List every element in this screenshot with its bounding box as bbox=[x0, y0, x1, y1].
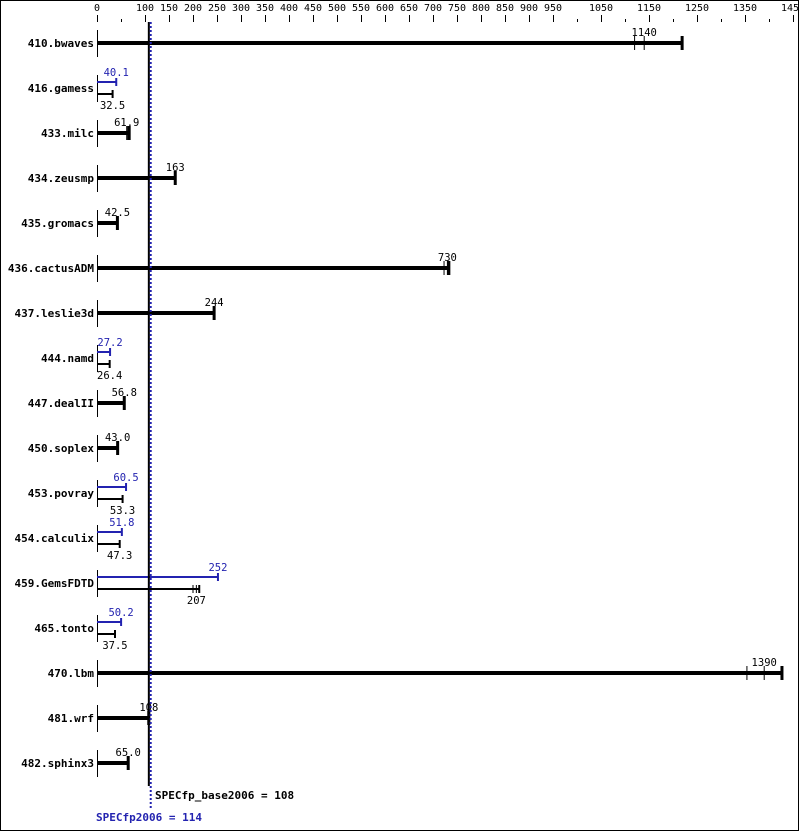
x-tick-label: 350 bbox=[256, 3, 274, 14]
base-value-label: 207 bbox=[187, 595, 206, 607]
base-value-label: 244 bbox=[205, 297, 224, 309]
base-value-label: 32.5 bbox=[100, 100, 125, 112]
peak-value-label: 27.2 bbox=[97, 337, 122, 349]
reference-lines bbox=[147, 22, 152, 810]
base-value-label: 61.9 bbox=[114, 117, 139, 129]
x-tick-label: 1050 bbox=[589, 3, 613, 14]
benchmark-row: 447.dealII 56.8 bbox=[28, 387, 137, 417]
benchmark-row: 437.leslie3d 244 bbox=[15, 297, 224, 327]
benchmark-row: 435.gromacs 42.5 bbox=[21, 207, 130, 237]
benchmark-name: 459.GemsFDTD bbox=[15, 577, 95, 590]
benchmark-row: 482.sphinx3 65.0 bbox=[21, 747, 141, 777]
x-tick-label: 0 bbox=[94, 3, 100, 14]
benchmark-name: 481.wrf bbox=[48, 712, 94, 725]
benchmark-row: 433.milc 61.9 bbox=[41, 117, 139, 147]
benchmark-name: 465.tonto bbox=[34, 622, 94, 635]
benchmark-name: 447.dealII bbox=[28, 397, 94, 410]
benchmark-row: 465.tonto 50.2 37.5 bbox=[34, 607, 133, 652]
x-tick-label: 1150 bbox=[637, 3, 661, 14]
x-tick-label: 600 bbox=[376, 3, 394, 14]
base-value-label: 56.8 bbox=[112, 387, 137, 399]
x-axis: 0 100 150 200 250 300 350 400 450 500 550 600 650 700… bbox=[94, 3, 799, 22]
x-tick-label: 450 bbox=[304, 3, 322, 14]
x-tick-label: 750 bbox=[448, 3, 466, 14]
benchmark-row: 454.calculix 51.8 47.3 bbox=[15, 517, 135, 562]
benchmark-name: 444.namd bbox=[41, 352, 94, 365]
base-value-label: 1140 bbox=[632, 27, 657, 39]
benchmark-name: 436.cactusADM bbox=[8, 262, 94, 275]
base-value-label: 53.3 bbox=[110, 505, 135, 517]
base-value-label: 1390 bbox=[752, 657, 777, 669]
benchmark-row: 434.zeusmp 163 bbox=[28, 162, 185, 192]
x-tick-label: 700 bbox=[424, 3, 442, 14]
x-tick-label: 850 bbox=[496, 3, 514, 14]
x-tick-label: 900 bbox=[520, 3, 538, 14]
benchmark-name: 437.leslie3d bbox=[15, 307, 94, 320]
x-tick-label: 1450 bbox=[781, 3, 799, 14]
benchmark-name: 454.calculix bbox=[15, 532, 95, 545]
benchmark-name: 450.soplex bbox=[28, 442, 95, 455]
benchmark-name: 453.povray bbox=[28, 487, 95, 500]
x-tick-label: 650 bbox=[400, 3, 418, 14]
base-value-label: 65.0 bbox=[116, 747, 141, 759]
benchmark-name: 433.milc bbox=[41, 127, 94, 140]
base-value-label: 43.0 bbox=[105, 432, 130, 444]
benchmark-name: 410.bwaves bbox=[28, 37, 94, 50]
x-tick-label: 1250 bbox=[685, 3, 709, 14]
peak-value-label: 51.8 bbox=[109, 517, 134, 529]
peak-summary-label: SPECfp2006 = 114 bbox=[96, 811, 202, 824]
peak-value-label: 50.2 bbox=[108, 607, 133, 619]
base-value-label: 42.5 bbox=[105, 207, 130, 219]
x-tick-label: 400 bbox=[280, 3, 298, 14]
benchmark-name: 416.gamess bbox=[28, 82, 94, 95]
base-value-label: 47.3 bbox=[107, 550, 132, 562]
benchmark-row: 450.soplex 43.0 bbox=[28, 432, 130, 462]
x-tick-label: 300 bbox=[232, 3, 250, 14]
base-value-label: 730 bbox=[438, 252, 457, 264]
base-value-label: 37.5 bbox=[102, 640, 127, 652]
benchmark-rows: 410.bwaves 1140 416.gamess 40.1 32.5 433.milc… bbox=[8, 27, 784, 777]
benchmark-row: 416.gamess 40.1 32.5 bbox=[28, 67, 129, 112]
benchmark-name: 470.lbm bbox=[48, 667, 95, 680]
x-tick-label: 150 bbox=[160, 3, 178, 14]
benchmark-row: 459.GemsFDTD 252 207 bbox=[15, 562, 228, 607]
x-tick-label: 100 bbox=[136, 3, 154, 14]
base-value-label: 163 bbox=[166, 162, 185, 174]
benchmark-name: 435.gromacs bbox=[21, 217, 94, 230]
x-tick-label: 500 bbox=[328, 3, 346, 14]
base-value-label: 26.4 bbox=[97, 370, 122, 382]
benchmark-row: 436.cactusADM 730 bbox=[8, 252, 457, 282]
benchmark-row: 470.lbm 1390 bbox=[48, 657, 784, 687]
peak-value-label: 252 bbox=[208, 562, 227, 574]
x-tick-label: 800 bbox=[472, 3, 490, 14]
benchmark-name: 482.sphinx3 bbox=[21, 757, 94, 770]
peak-value-label: 40.1 bbox=[104, 67, 129, 79]
x-tick-label: 250 bbox=[208, 3, 226, 14]
peak-value-label: 60.5 bbox=[113, 472, 138, 484]
benchmark-row: 410.bwaves 1140 bbox=[28, 27, 684, 57]
benchmark-name: 434.zeusmp bbox=[28, 172, 95, 185]
benchmark-row: 453.povray 60.5 53.3 bbox=[28, 472, 139, 517]
x-tick-label: 1350 bbox=[733, 3, 757, 14]
x-tick-label: 550 bbox=[352, 3, 370, 14]
base-summary-label: SPECfp_base2006 = 108 bbox=[155, 789, 294, 802]
x-tick-label: 950 bbox=[544, 3, 562, 14]
x-tick-label: 200 bbox=[184, 3, 202, 14]
